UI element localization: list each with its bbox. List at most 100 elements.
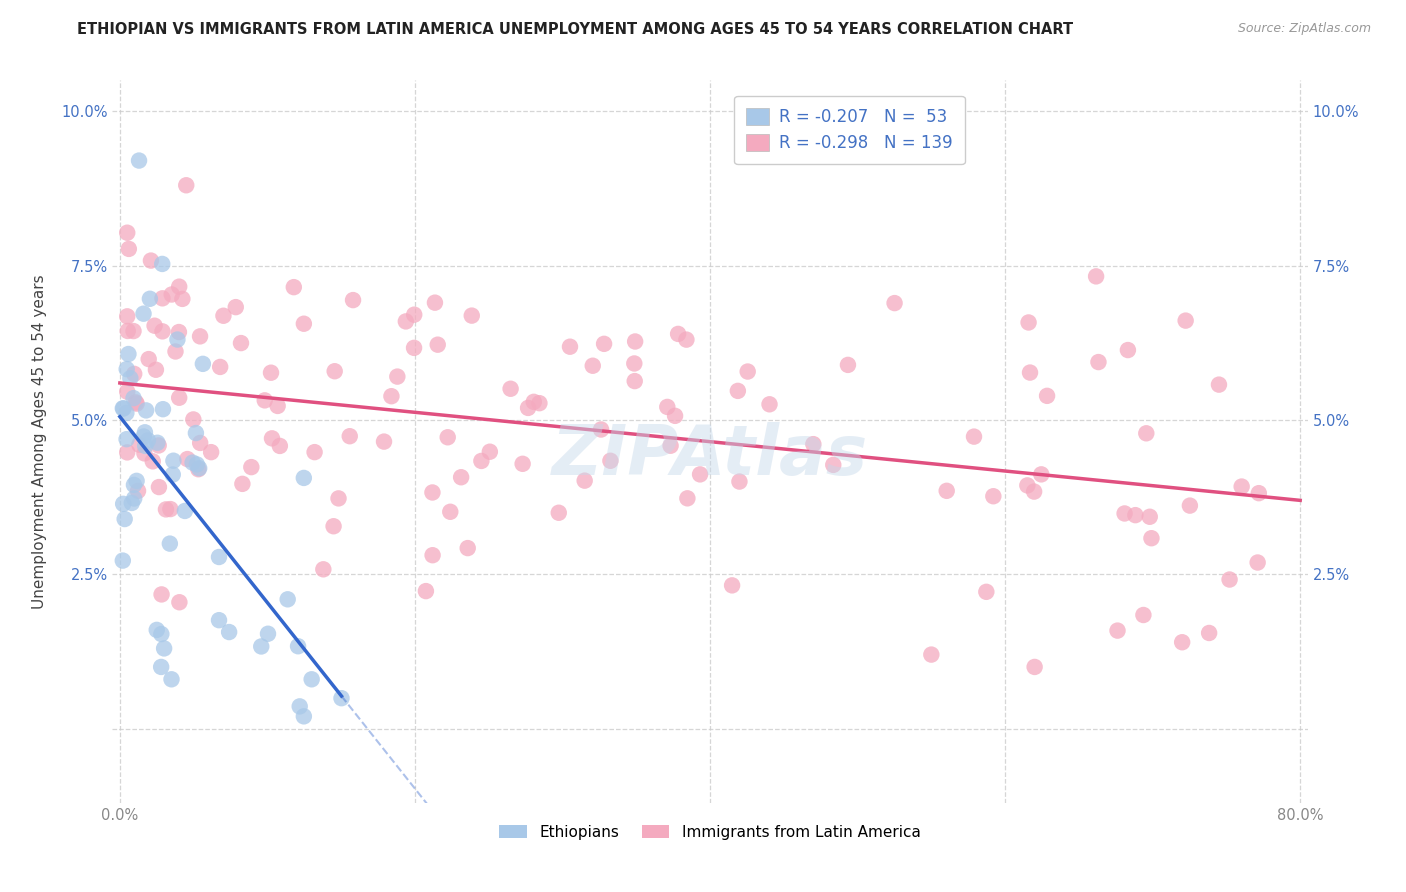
Point [727, 384, 749, 398]
Point [450, 470, 472, 484]
Point [1085, 269, 1108, 284]
Point [167, 391, 190, 405]
Point [125, 396, 148, 410]
Point [470, 454, 492, 468]
Point [250, 640, 273, 654]
Point [676, 491, 699, 506]
Point [167, 325, 190, 339]
Point [659, 439, 682, 453]
Point [1171, 635, 1194, 649]
Point [186, 458, 208, 472]
Point [117, 347, 139, 361]
Point [187, 462, 209, 476]
Point [159, 502, 181, 516]
Point [323, 364, 346, 378]
Point [287, 639, 309, 653]
Point [136, 434, 159, 448]
Point [172, 292, 194, 306]
Point [208, 549, 231, 564]
Point [231, 476, 253, 491]
Point [292, 317, 315, 331]
Point [148, 438, 170, 452]
Point [380, 389, 402, 403]
Point [457, 541, 479, 555]
Point [1135, 426, 1157, 441]
Point [439, 505, 461, 519]
Point [801, 437, 824, 451]
Point [122, 491, 145, 506]
Point [135, 403, 157, 417]
Point [150, 257, 173, 271]
Point [143, 318, 166, 333]
Point [181, 456, 204, 470]
Point [728, 475, 751, 489]
Point [150, 660, 173, 674]
Point [132, 429, 155, 443]
Point [402, 341, 425, 355]
Point [115, 384, 138, 399]
Text: ZIPAtlas: ZIPAtlas [553, 423, 868, 490]
Point [1219, 573, 1241, 587]
Point [269, 439, 291, 453]
Point [675, 333, 697, 347]
Point [883, 296, 905, 310]
Point [134, 446, 156, 460]
Point [436, 430, 458, 444]
Point [277, 592, 299, 607]
Point [115, 445, 138, 459]
Point [529, 396, 551, 410]
Point [1114, 507, 1136, 521]
Point [240, 460, 263, 475]
Point [599, 454, 621, 468]
Point [1017, 478, 1039, 492]
Point [112, 401, 135, 416]
Point [823, 458, 845, 472]
Point [292, 709, 315, 723]
Point [115, 432, 138, 446]
Point [1140, 531, 1163, 545]
Point [184, 425, 207, 440]
Point [547, 506, 569, 520]
Point [624, 334, 647, 349]
Point [512, 457, 534, 471]
Point [127, 483, 149, 498]
Point [591, 422, 613, 436]
Point [1246, 556, 1268, 570]
Point [253, 393, 276, 408]
Point [558, 340, 581, 354]
Point [260, 366, 283, 380]
Point [920, 648, 942, 662]
Text: Source: ZipAtlas.com: Source: ZipAtlas.com [1237, 22, 1371, 36]
Point [117, 324, 139, 338]
Point [330, 691, 353, 706]
Point [114, 512, 136, 526]
Point [623, 356, 645, 370]
Point [404, 308, 426, 322]
Point [426, 337, 449, 351]
Point [1087, 355, 1109, 369]
Point [162, 453, 184, 467]
Point [983, 489, 1005, 503]
Point [166, 333, 188, 347]
Point [188, 329, 211, 343]
Point [122, 478, 145, 492]
Point [623, 374, 645, 388]
Point [395, 314, 418, 328]
Point [146, 435, 169, 450]
Point [664, 409, 686, 423]
Y-axis label: Unemployment Among Ages 45 to 54 years: Unemployment Among Ages 45 to 54 years [32, 274, 48, 609]
Point [422, 548, 444, 562]
Point [152, 324, 174, 338]
Point [155, 502, 177, 516]
Point [1116, 343, 1139, 357]
Point [209, 359, 232, 374]
Point [301, 673, 323, 687]
Point [266, 399, 288, 413]
Point [134, 425, 156, 440]
Point [162, 467, 184, 482]
Point [260, 431, 283, 445]
Point [1018, 316, 1040, 330]
Point [593, 336, 616, 351]
Point [666, 326, 689, 341]
Point [1031, 467, 1053, 482]
